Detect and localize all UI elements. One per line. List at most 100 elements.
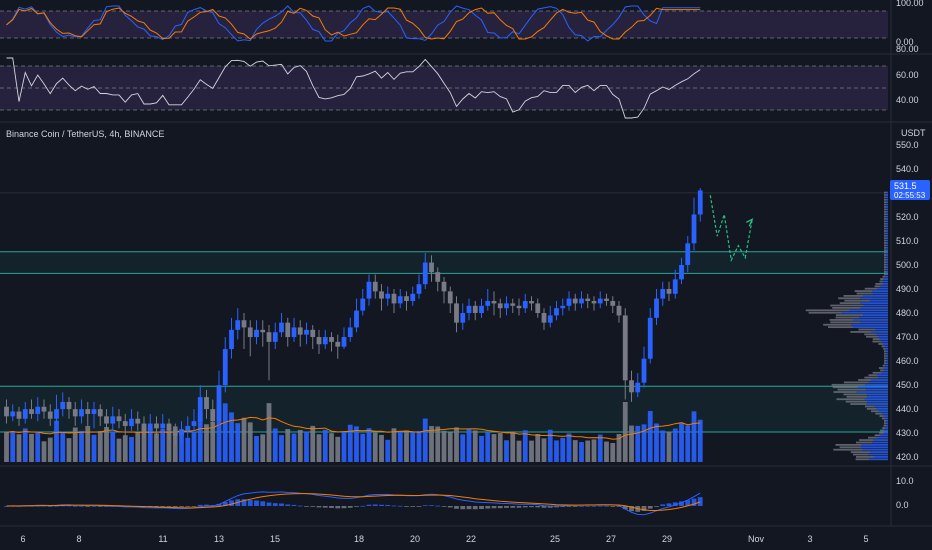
volume-bar-55 bbox=[347, 424, 353, 462]
profile-buy-459 bbox=[886, 362, 888, 365]
profile-sell-500 bbox=[884, 263, 887, 266]
macd-hist-85 bbox=[535, 506, 541, 508]
candle-body-11 bbox=[72, 409, 78, 417]
zone-fill-0 bbox=[0, 251, 888, 274]
macd-hist-40 bbox=[254, 500, 259, 506]
profile-sell-484 bbox=[839, 302, 860, 305]
volume-bar-48 bbox=[304, 431, 309, 462]
profile-buy-522 bbox=[886, 210, 888, 213]
profile-sell-528 bbox=[884, 196, 886, 199]
profile-buy-503 bbox=[886, 256, 888, 259]
candle-body-103 bbox=[647, 317, 653, 359]
stoch-tick-label: 0.00 bbox=[896, 37, 914, 47]
candle-body-106 bbox=[666, 288, 672, 294]
profile-sell-517 bbox=[884, 222, 886, 225]
profile-buy-474 bbox=[853, 326, 888, 329]
profile-buy-498 bbox=[885, 268, 888, 271]
candle-body-69 bbox=[435, 272, 441, 282]
profile-buy-428 bbox=[876, 436, 888, 439]
gridlines bbox=[0, 0, 932, 527]
price-tick-label: 490.0 bbox=[896, 284, 919, 294]
volume-bar-75 bbox=[472, 430, 478, 462]
profile-buy-505 bbox=[885, 251, 888, 254]
candle-body-65 bbox=[410, 293, 416, 301]
profile-sell-460 bbox=[884, 359, 887, 362]
profile-sell-443 bbox=[845, 400, 868, 403]
volume-bar-67 bbox=[422, 418, 428, 462]
profile-buy-455 bbox=[881, 371, 888, 374]
profile-buy-462 bbox=[885, 355, 888, 357]
volume-bar-45 bbox=[285, 429, 291, 462]
price-candles[interactable] bbox=[4, 188, 703, 446]
profile-sell-467 bbox=[878, 343, 884, 345]
candle-body-109 bbox=[685, 243, 691, 265]
profile-sell-422 bbox=[850, 451, 871, 453]
candle-body-21 bbox=[135, 418, 141, 424]
volume-bar-66 bbox=[416, 431, 422, 462]
volume-bar-79 bbox=[497, 432, 503, 462]
profile-sell-421 bbox=[852, 453, 869, 456]
profile-sell-522 bbox=[884, 210, 887, 213]
macd-hist-14 bbox=[91, 505, 97, 507]
rsi-line bbox=[6, 57, 701, 119]
macd-hist-100 bbox=[629, 506, 634, 512]
profile-buy-464 bbox=[885, 350, 888, 353]
macd-hist-54 bbox=[341, 506, 347, 509]
profile-sell-491 bbox=[874, 285, 881, 288]
stoch-d-line bbox=[6, 7, 701, 40]
candle-body-51 bbox=[322, 337, 328, 345]
profile-buy-478 bbox=[859, 316, 888, 319]
candle-body-32 bbox=[204, 397, 209, 410]
volume-bar-8 bbox=[54, 420, 59, 462]
macd-hist-13 bbox=[85, 506, 91, 507]
volume-bar-63 bbox=[397, 431, 403, 462]
candle-body-36 bbox=[229, 329, 234, 350]
candle-body-73 bbox=[460, 313, 466, 323]
profile-buy-481 bbox=[849, 309, 888, 312]
candle-body-86 bbox=[541, 313, 547, 323]
macd-hist-73 bbox=[460, 506, 466, 510]
profile-sell-493 bbox=[879, 280, 884, 283]
macd-hist-95 bbox=[597, 505, 603, 507]
macd-hist-80 bbox=[504, 506, 509, 508]
volume-bar-106 bbox=[666, 431, 672, 462]
profile-sell-426 bbox=[856, 441, 873, 444]
profile-buy-475 bbox=[851, 323, 888, 326]
profile-buy-502 bbox=[885, 258, 888, 261]
profile-sell-466 bbox=[881, 345, 885, 348]
volume-bar-100 bbox=[629, 425, 634, 462]
price-tick-label: 520.0 bbox=[896, 212, 919, 222]
profile-buy-492 bbox=[882, 282, 888, 285]
macd-hist-12 bbox=[79, 505, 84, 507]
candle-body-34 bbox=[216, 385, 222, 422]
candle-body-64 bbox=[404, 296, 409, 301]
candle-body-102 bbox=[641, 358, 647, 383]
candle-body-84 bbox=[529, 301, 534, 304]
macd-hist-26 bbox=[166, 506, 172, 507]
candle-body-79 bbox=[497, 303, 503, 309]
profile-buy-517 bbox=[885, 222, 888, 225]
date-tick-label: 20 bbox=[410, 534, 420, 544]
date-tick-label: 25 bbox=[550, 534, 560, 544]
candle-body-89 bbox=[560, 305, 566, 309]
profile-sell-505 bbox=[884, 251, 886, 254]
volume-bar-64 bbox=[404, 430, 409, 462]
profile-sell-488 bbox=[856, 292, 873, 295]
profile-buy-524 bbox=[885, 206, 888, 208]
candle-body-19 bbox=[122, 421, 128, 426]
rsi-tick-label: 80.00 bbox=[896, 44, 919, 54]
candle-body-40 bbox=[254, 329, 259, 338]
profile-buy-421 bbox=[868, 453, 888, 456]
candle-body-107 bbox=[672, 279, 678, 294]
profile-sell-437 bbox=[879, 415, 884, 417]
macd-hist-53 bbox=[335, 506, 341, 509]
volume-bar-105 bbox=[660, 430, 666, 462]
volume-bar-103 bbox=[647, 411, 653, 462]
candle-body-6 bbox=[41, 406, 47, 412]
macd-hist-107 bbox=[672, 502, 678, 506]
candle-body-71 bbox=[447, 291, 453, 304]
volume-bar-90 bbox=[566, 433, 572, 462]
profile-sell-455 bbox=[872, 371, 882, 374]
macd-hist-43 bbox=[272, 503, 278, 506]
